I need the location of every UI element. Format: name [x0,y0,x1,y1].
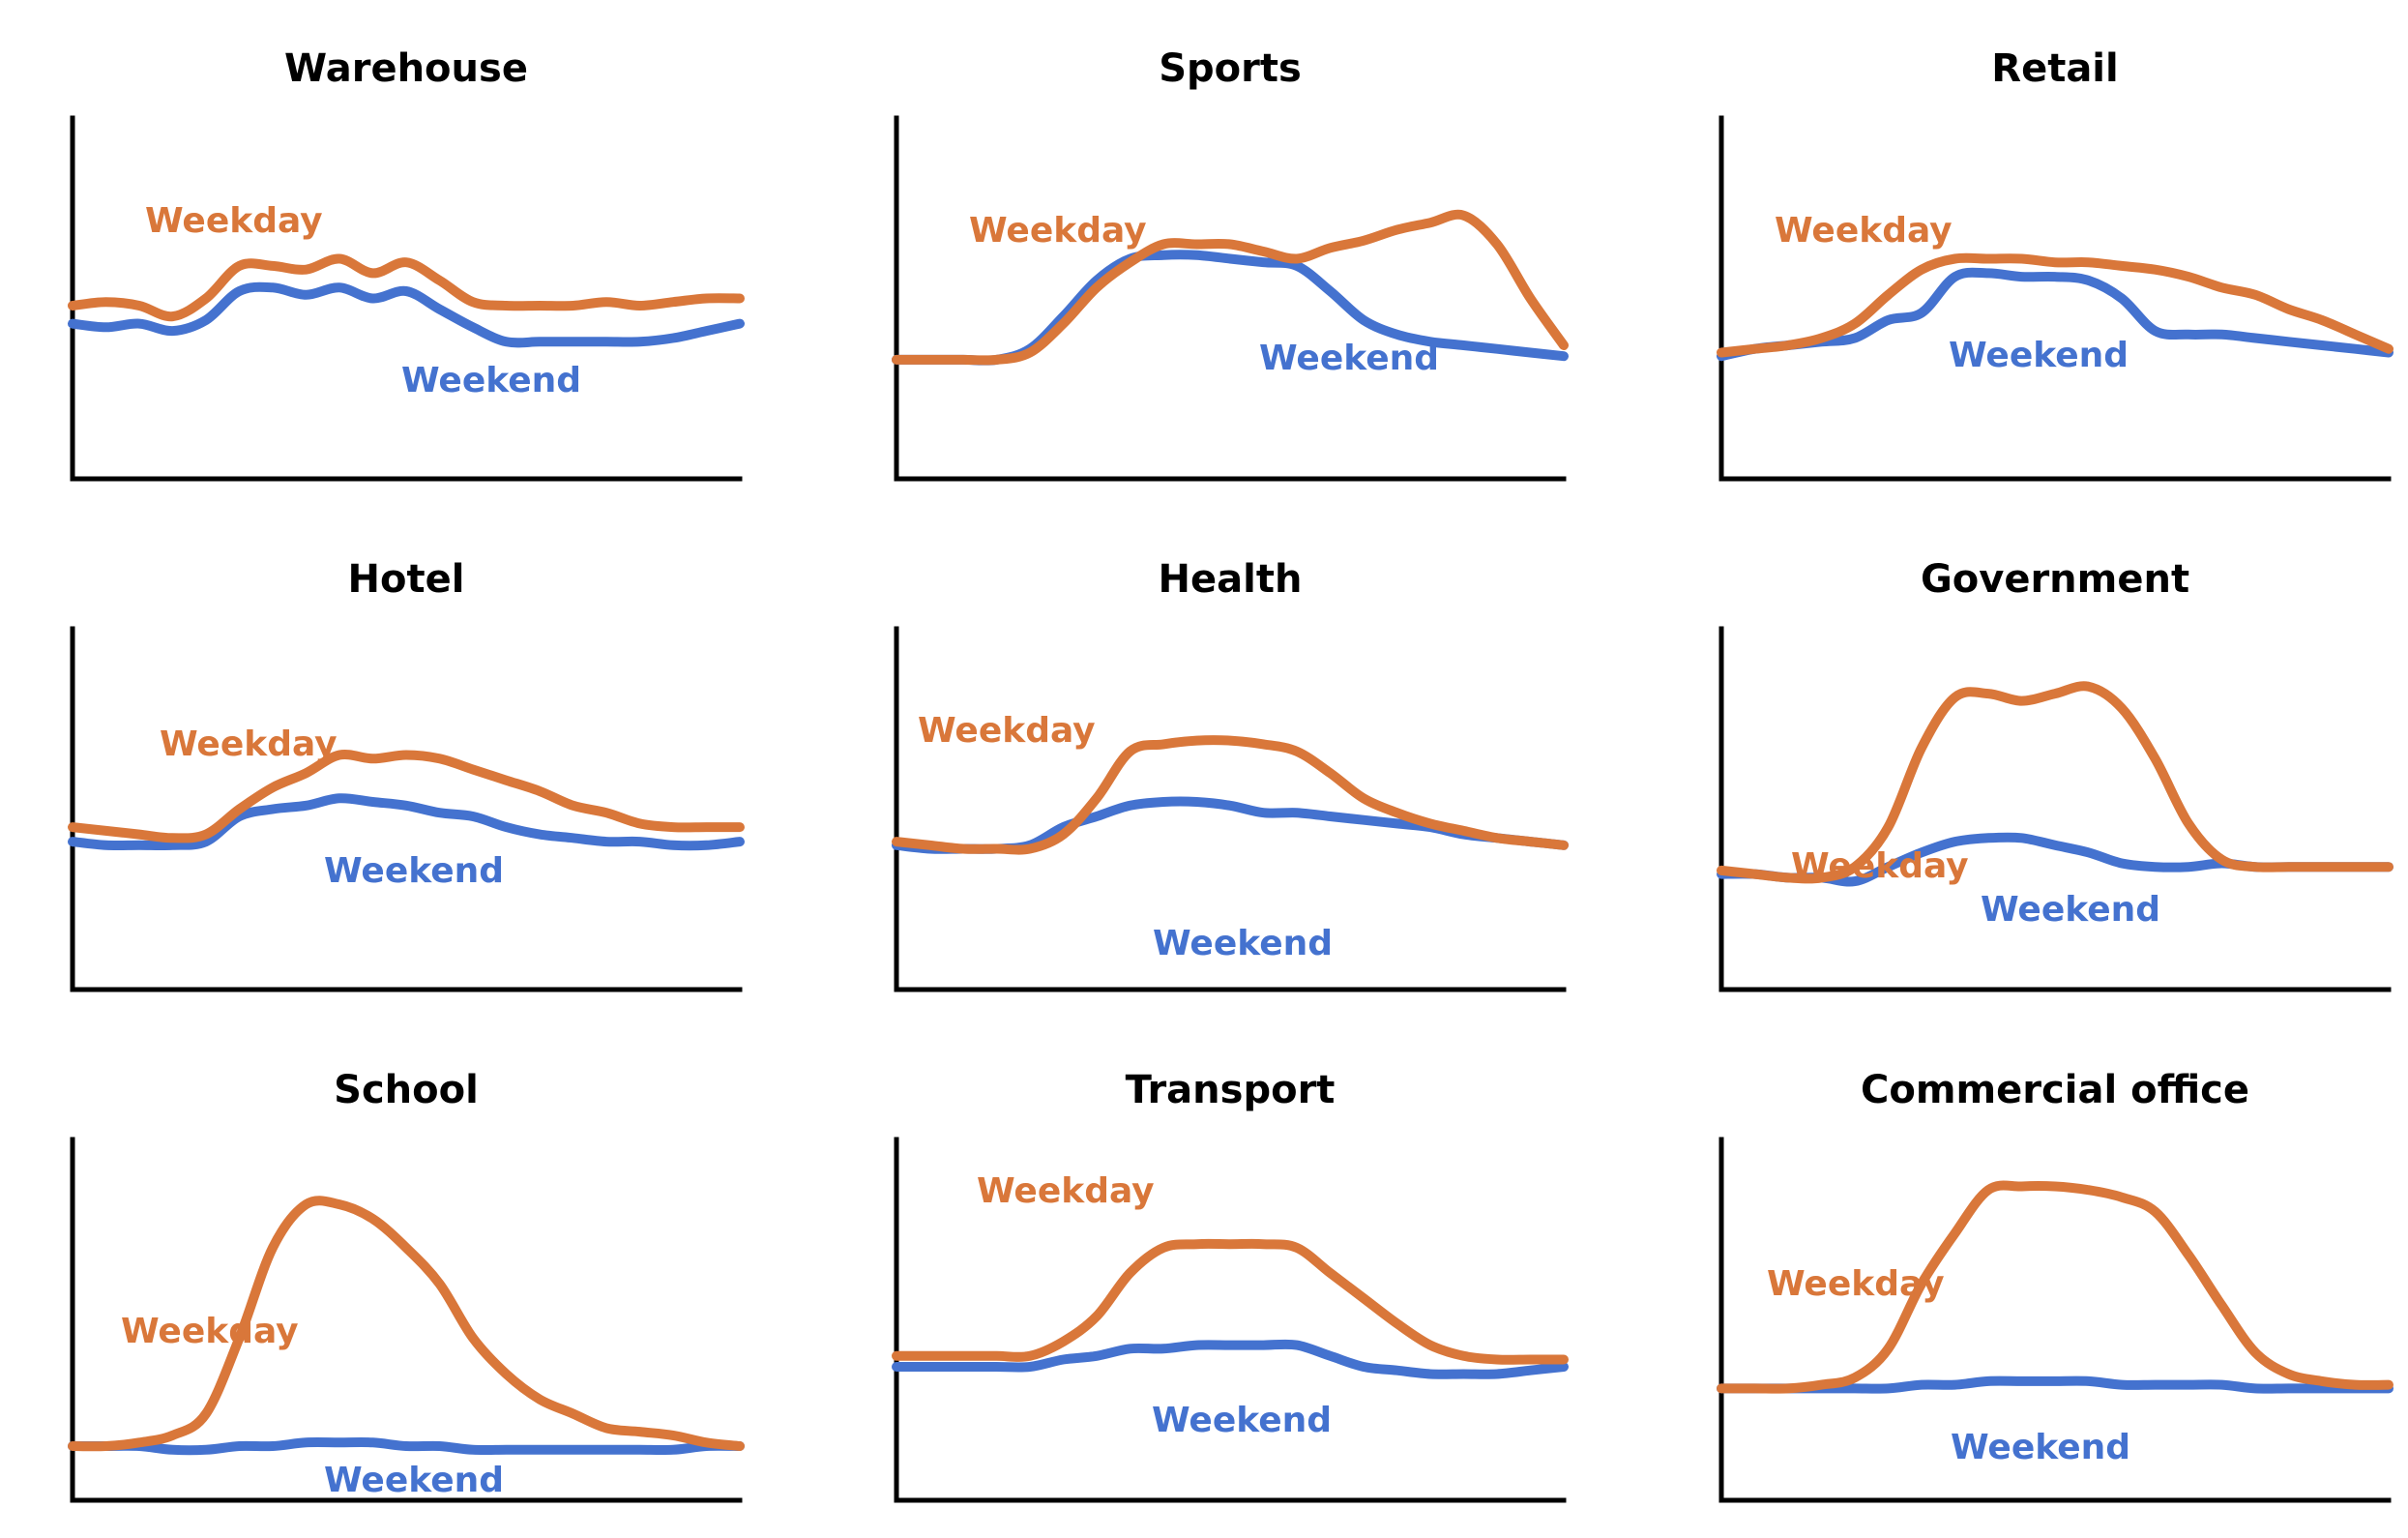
weekday-label: Weekday [1791,846,1969,886]
weekday-label: Weekday [160,725,338,764]
panel-title: Retail [1991,46,2118,91]
weekend-label: Weekend [1981,890,2160,930]
panel-title: Sports [1159,46,1302,91]
weekday-label: Weekday [977,1171,1155,1211]
axes [894,1137,1567,1503]
weekend-label: Weekend [324,851,504,891]
panel-title: Commercial office [1861,1068,2249,1112]
panel-school: School Weekday Weekend [68,1068,745,1503]
axes [894,626,1567,992]
weekday-line [68,749,745,843]
panel-health: Health Weekday Weekend [892,557,1569,992]
weekday-label: Weekday [1775,211,1953,251]
weekend-label: Weekend [324,1461,504,1500]
weekday-line [892,735,1569,855]
weekend-line [892,1339,1569,1379]
weekend-line [1717,267,2393,362]
weekend-label: Weekend [401,361,581,400]
panel-hotel: Hotel Weekday Weekend [68,557,745,992]
axes [1718,626,2392,992]
weekday-line [1717,1180,2393,1394]
weekend-line [892,796,1569,854]
weekday-line [892,1238,1569,1365]
weekday-line [892,209,1569,366]
panel-commercial-office: Commercial office Weekday Weekend [1717,1068,2393,1503]
panel-warehouse: Warehouse Weekday Weekend [68,46,745,482]
panel-transport: Transport Weekday Weekend [892,1068,1569,1503]
panel-title: School [334,1068,479,1112]
weekday-label: Weekday [1767,1264,1945,1304]
panel-title: Government [1921,557,2189,602]
axes [70,1137,743,1503]
weekday-label: Weekday [918,711,1096,751]
weekend-label: Weekend [1259,339,1439,378]
axes [70,115,743,482]
panel-title: Hotel [348,557,465,602]
panel-title: Transport [1126,1068,1336,1112]
weekend-label: Weekend [1153,924,1333,963]
axes [894,115,1567,482]
weekend-line [68,1437,745,1456]
panel-sports: Sports Weekday Weekend [892,46,1569,482]
weekend-label: Weekend [1949,336,2129,375]
weekday-line [1717,681,2393,884]
weekday-label: Weekday [145,201,323,241]
panel-government: Government Weekday Weekend [1717,557,2393,992]
weekend-line [68,281,745,348]
axes [1718,115,2392,482]
panel-title: Warehouse [284,46,528,91]
weekday-label: Weekday [969,211,1147,251]
panel-title: Health [1159,557,1303,602]
panel-retail: Retail Weekday Weekend [1717,46,2393,482]
weekday-line [68,1196,745,1452]
weekday-label: Weekday [121,1312,299,1351]
weekend-line [892,250,1569,366]
axes [1718,1137,2392,1503]
axes [70,626,743,992]
weekend-label: Weekend [1951,1428,2130,1467]
weekend-line [68,793,745,851]
weekday-line [1717,252,2393,358]
weekday-line [68,253,745,322]
weekend-label: Weekend [1152,1401,1332,1440]
